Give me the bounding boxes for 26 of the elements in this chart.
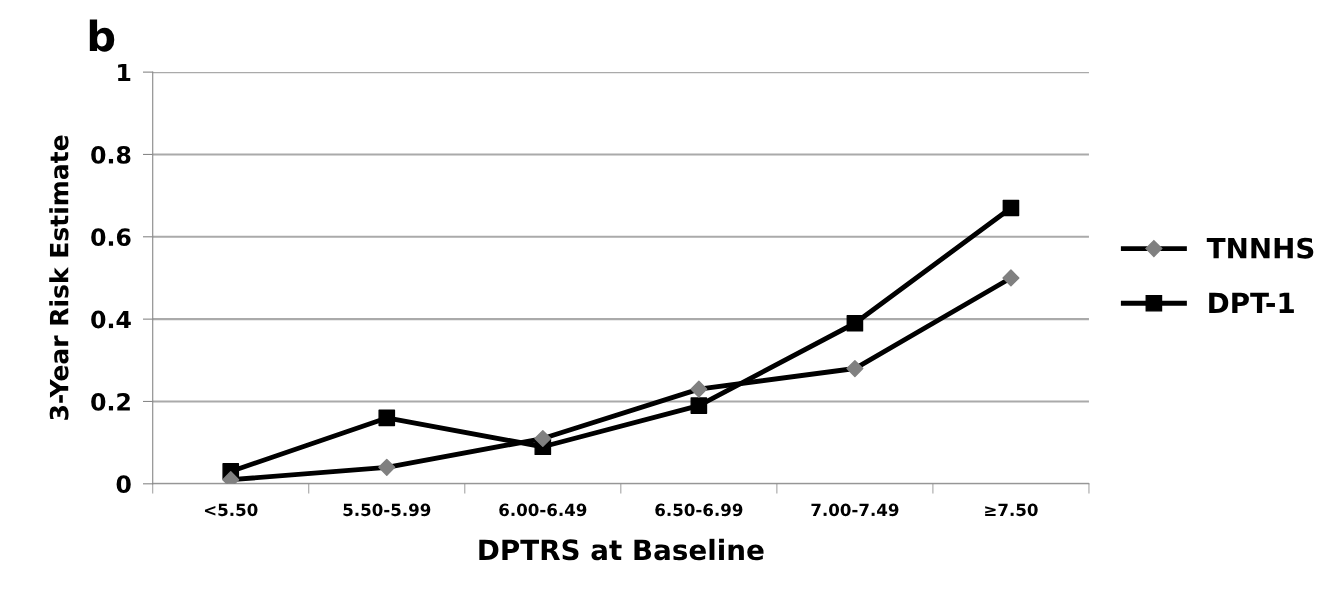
legend-label: TNNHS: [1206, 237, 1314, 259]
y-tick-label: 0.4: [91, 310, 131, 329]
point: [378, 409, 396, 427]
point: [534, 429, 552, 448]
y-tick-label: 0.8: [91, 145, 131, 164]
point: [690, 380, 708, 398]
x-tick-label: 7.00-7.49: [811, 503, 899, 517]
y-axis-title: 3-Year Risk Estimate: [49, 135, 69, 420]
point: [1002, 199, 1020, 217]
y-tick-label: 0.2: [91, 392, 130, 411]
chart-title: b: [89, 19, 115, 52]
point: [690, 397, 708, 414]
x-tick-label: <5.50: [204, 503, 258, 517]
point: [846, 314, 864, 332]
point: [846, 359, 864, 378]
legend-label: DPT-1: [1209, 292, 1294, 313]
x-tick-label: ≥7.50: [985, 503, 1038, 517]
point: [1002, 269, 1020, 287]
x-axis-title: DPTRS at Baseline: [479, 538, 764, 561]
point: [378, 458, 396, 476]
x-tick-label: 6.00-6.49: [499, 503, 587, 517]
y-tick-label: 0.6: [91, 228, 131, 247]
x-tick-label: 6.50-6.99: [655, 503, 743, 517]
y-tick-label: 0: [116, 475, 131, 494]
y-tick-label: 1: [118, 63, 131, 82]
x-tick-label: 5.50-5.99: [343, 503, 431, 517]
